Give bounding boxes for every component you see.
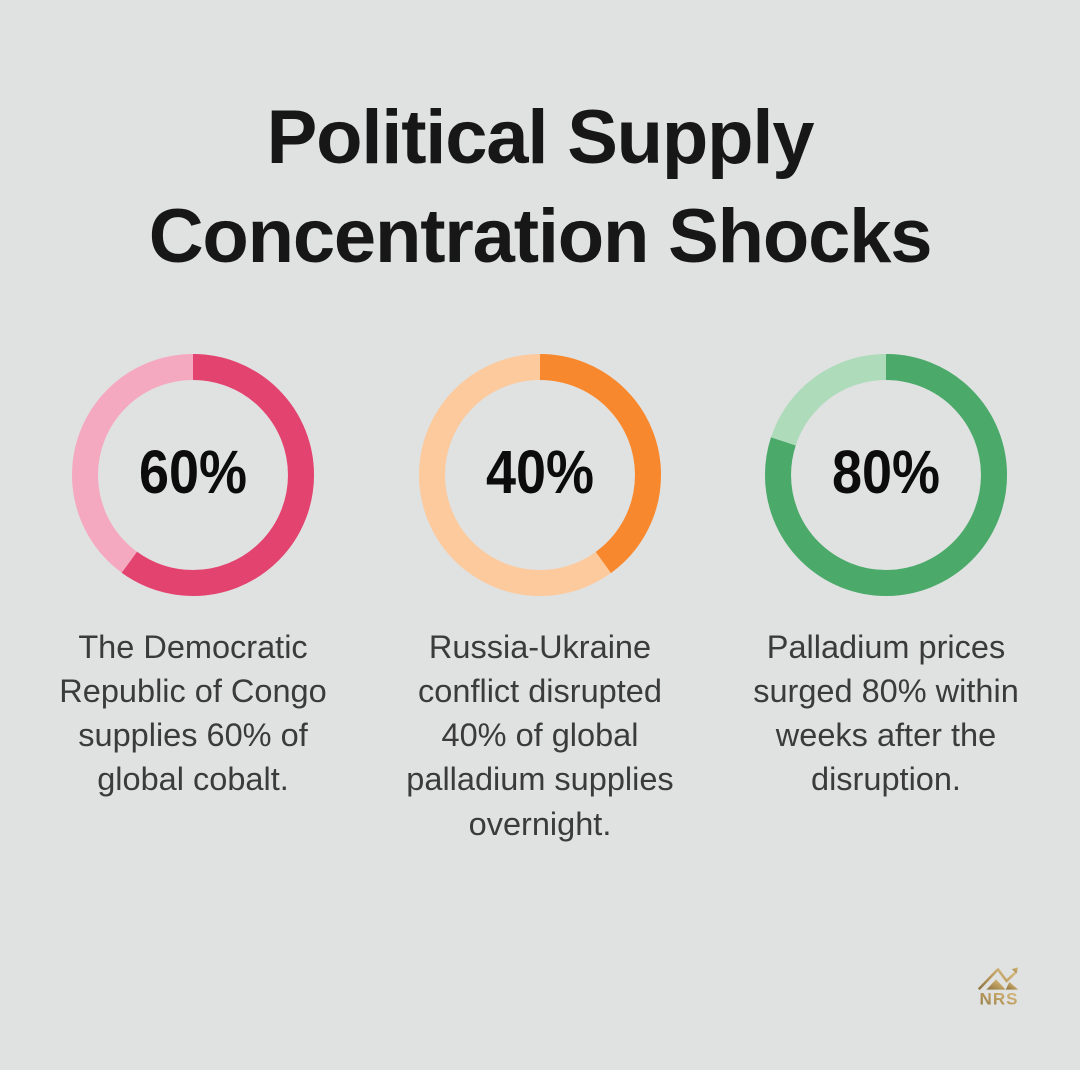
svg-text:NRS: NRS bbox=[980, 990, 1019, 1009]
